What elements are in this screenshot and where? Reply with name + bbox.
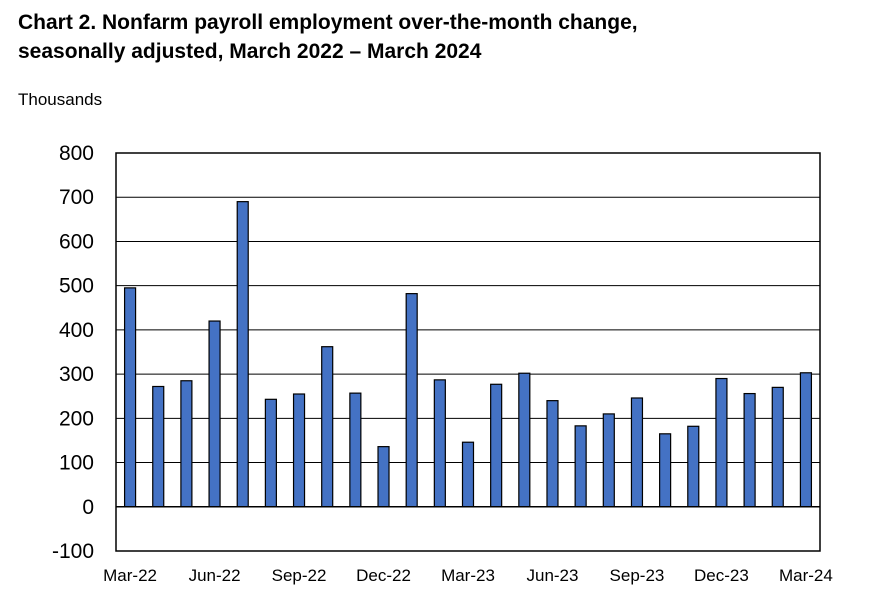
y-tick-label: 600	[59, 230, 94, 253]
bar-aug-23	[602, 413, 615, 508]
bar-jul-22	[236, 201, 249, 508]
chart-title-line-2: seasonally adjusted, March 2022 – March …	[18, 40, 482, 63]
bar-sep-22	[292, 393, 306, 508]
bar-dec-23	[715, 377, 728, 508]
y-tick-label: 200	[59, 407, 94, 430]
bar-jun-22	[208, 320, 221, 508]
bar-may-23	[518, 372, 531, 508]
bars	[123, 201, 813, 508]
x-axis-ticks: Mar-22 Jun-22 Sep-22 Dec-22 Mar-23 Jun-23 Sep-…	[103, 566, 833, 585]
y-tick-label: 400	[59, 319, 94, 342]
y-tick-label: 500	[59, 275, 94, 298]
bar-sep-23	[630, 397, 644, 508]
bar-feb-24	[771, 386, 784, 508]
bar-may-22	[180, 380, 193, 508]
gridlines	[116, 196, 820, 464]
y-tick-label: 700	[59, 186, 94, 209]
chart-title-line-1: Chart 2. Nonfarm payroll employment over…	[18, 11, 638, 34]
bar-jul-23	[574, 425, 587, 508]
x-tick-label: Mar-23	[441, 566, 495, 585]
y-tick-label: -100	[52, 540, 94, 563]
bar-apr-23	[490, 383, 503, 508]
x-tick-label: Jun-23	[526, 566, 578, 585]
x-tick-label: Dec-22	[356, 566, 411, 585]
bar-jan-24	[743, 392, 756, 508]
bar-nov-22	[349, 392, 362, 508]
bar-jan-23	[405, 293, 418, 508]
x-tick-label: Dec-23	[694, 566, 749, 585]
bar-oct-22	[321, 346, 334, 508]
y-axis-ticks: -100 0 100 200 300 400 500 600 700 800	[52, 142, 94, 563]
bar-aug-22	[264, 398, 277, 508]
bar-dec-22	[377, 446, 390, 508]
bar-mar-22	[123, 287, 137, 508]
y-tick-label: 100	[59, 452, 94, 475]
plot-area-frame	[115, 152, 821, 552]
x-tick-label: Jun-22	[189, 566, 241, 585]
y-tick-label: 0	[82, 496, 94, 519]
bar-jun-23	[546, 400, 559, 508]
bar-apr-22	[152, 385, 165, 508]
x-tick-label: Sep-23	[610, 566, 665, 585]
bar-oct-23	[659, 433, 672, 508]
y-tick-label: 300	[59, 363, 94, 386]
y-tick-label: 800	[59, 142, 94, 165]
x-tick-label: Mar-22	[103, 566, 157, 585]
bar-mar-23	[461, 441, 475, 508]
bar-nov-23	[687, 425, 700, 508]
x-tick-label: Mar-24	[779, 566, 833, 585]
bar-mar-24	[799, 372, 813, 508]
x-tick-label: Sep-22	[272, 566, 327, 585]
bar-feb-23	[433, 379, 446, 508]
y-axis-label: Thousands	[18, 90, 103, 109]
chart-title: Chart 2. Nonfarm payroll employment over…	[18, 8, 858, 66]
